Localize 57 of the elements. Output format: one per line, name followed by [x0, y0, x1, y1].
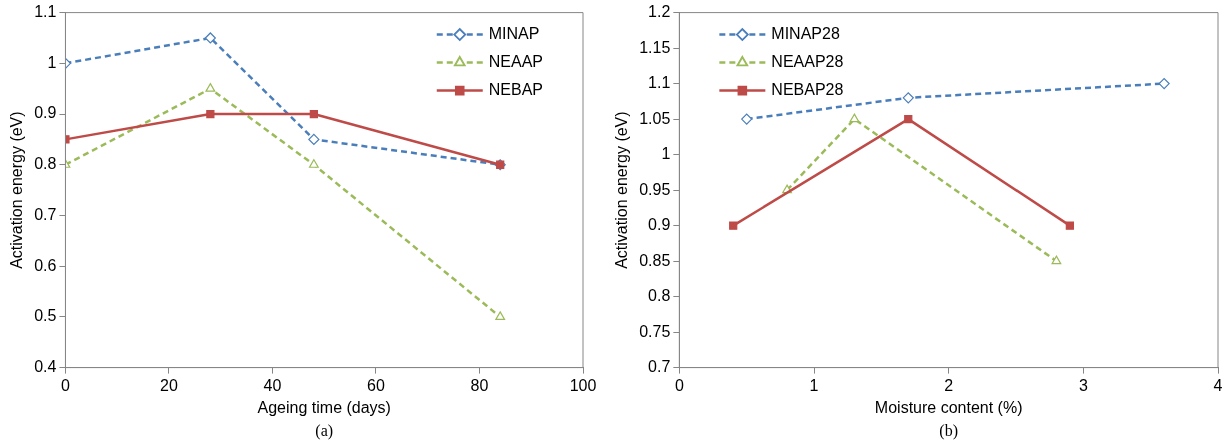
x-axis-title: Ageing time (days): [257, 398, 391, 416]
legend-label: MINAP28: [771, 25, 840, 43]
y-tick-label: 1.15: [639, 38, 671, 56]
y-tick-label: 0.5: [34, 307, 57, 325]
y-tick-label: 1.05: [639, 109, 671, 127]
point: [204, 32, 216, 44]
x-tick-label: 3: [1078, 376, 1088, 394]
point: [1158, 78, 1170, 90]
legend-label: NEAAP28: [771, 53, 844, 71]
y-tick-label: 0.85: [639, 251, 671, 269]
point: [902, 92, 914, 104]
point: [205, 83, 216, 92]
point: [729, 221, 738, 230]
text: (b): [939, 422, 958, 441]
x-tick-label: 4: [1213, 376, 1223, 394]
point: [495, 311, 506, 320]
y-tick-label: 0.6: [34, 256, 57, 274]
x-tick-label: 20: [160, 376, 178, 394]
y-tick-label: 0.7: [34, 205, 57, 223]
point: [308, 133, 320, 145]
y-tick-label: 0.8: [34, 155, 57, 173]
y-tick-label: 1: [47, 53, 57, 71]
point: [309, 109, 318, 119]
y-tick-label: 0.4: [34, 358, 57, 376]
x-tick-label: 0: [60, 376, 70, 394]
x-tick-label: 60: [367, 376, 385, 394]
x-tick-label: 0: [674, 376, 684, 394]
y-tick-label: 1: [661, 145, 671, 163]
y-tick-label: 1.1: [34, 3, 57, 21]
y-tick-label: 1.1: [648, 74, 671, 92]
y-tick-label: 0.9: [34, 104, 57, 122]
legend-label: NEAAP: [488, 53, 544, 71]
x-tick-label: 1: [809, 376, 819, 394]
y-tick-label: 0.9: [648, 216, 671, 234]
point: [849, 113, 860, 123]
point: [1065, 221, 1074, 230]
x-tick-label: 40: [263, 376, 282, 394]
legend-label: NEBAP28: [771, 81, 844, 99]
y-tick-label: 0.7: [648, 358, 671, 376]
text: (a): [315, 422, 334, 441]
y-axis-title: Activation energy (eV): [8, 111, 26, 269]
x-tick-label: 80: [470, 376, 489, 394]
point: [741, 113, 753, 125]
y-tick-label: 0.8: [648, 287, 671, 305]
legend-label: NEBAP: [488, 81, 544, 99]
point: [308, 159, 319, 168]
legend-label: MINAP: [488, 25, 540, 43]
y-axis-title: Activation energy (eV): [613, 111, 631, 269]
point: [206, 109, 215, 119]
point: [1051, 255, 1062, 265]
y-tick-label: 0.95: [639, 180, 671, 198]
x-axis-title: Moisture content (%): [874, 398, 1023, 416]
y-tick-label: 0.75: [639, 322, 671, 340]
x-tick-label: 2: [944, 376, 954, 394]
y-tick-label: 1.2: [648, 3, 671, 21]
point: [904, 114, 913, 124]
x-tick-label: 100: [569, 376, 597, 394]
